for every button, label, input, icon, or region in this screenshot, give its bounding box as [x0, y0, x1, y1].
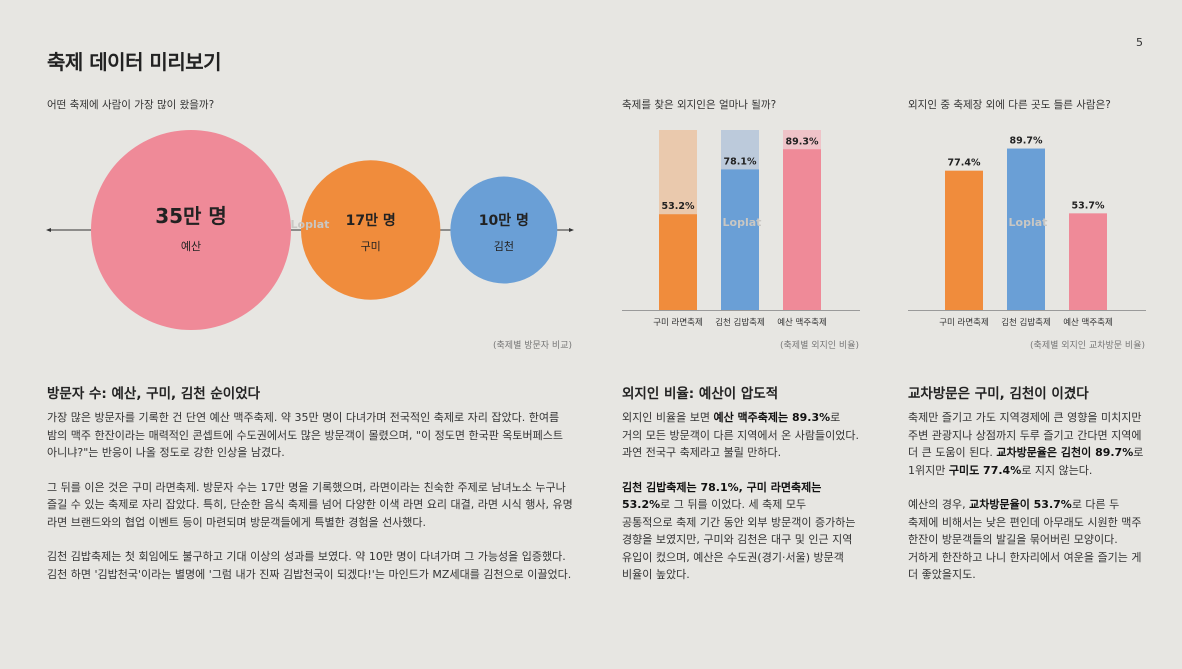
foreign-bar-3 [783, 149, 821, 310]
foreign-section-title: 외지인 비율: 예산이 압도적 [622, 386, 779, 402]
visitors-section-title: 방문자 수: 예산, 구미, 김천 순이었다 [47, 386, 261, 402]
bubble-1 [91, 130, 291, 330]
page-number: 5 [1136, 36, 1143, 49]
visitors-paragraph-3: 김천 김밥축제는 첫 회임에도 불구하고 기대 이상의 성과를 보였다. 약 1… [47, 550, 572, 581]
cross-section-body: 축제만 즐기고 가도 지역경제에 큰 영향을 미치지만 주변 관광지나 상점까지… [908, 409, 1146, 601]
cross-chart-source: (축제별 외지인 교차방문 비율) [1030, 341, 1145, 351]
cross-bar-value-label-2: 89.7% [1010, 136, 1043, 147]
visitors-paragraph-2: 그 뒤를 이은 것은 구미 라면축제. 방문자 수는 17만 명을 기록했으며,… [47, 480, 573, 529]
foreign-section-body: 외지인 비율을 보면 예산 맥주축제는 89.3%로 거의 모든 방문객이 다른… [622, 409, 860, 601]
cross-bar-3 [1069, 213, 1107, 310]
visitors-section-body: 가장 많은 방문자를 기록한 건 단연 예산 맥주축제. 약 35만 명이 다녀… [47, 409, 574, 600]
foreign-category-label-2: 김천 김밥축제 [715, 317, 765, 328]
cross-section-title: 교차방문은 구미, 김천이 이겼다 [908, 386, 1089, 402]
bubble-chart: Loplat 35만 명예산 17만 명구미 10만 명김천 [46, 130, 574, 330]
bubble-category-label-1: 예산 [181, 240, 201, 253]
foreign-category-label-3: 예산 맥주축제 [777, 317, 827, 328]
cross-bar-1 [945, 170, 983, 310]
cross-bar-chart: Loplat 77.4% 구미 라면축제 89.7% 김천 김밥축제 53.7% 예산 맥… [908, 136, 1146, 328]
cross-category-label-3: 예산 맥주축제 [1063, 317, 1113, 328]
page-title: 축제 데이터 미리보기 [47, 50, 222, 74]
bubble-axis-right-arrow [569, 228, 574, 232]
bubble-category-label-2: 구미 [361, 240, 381, 253]
foreign-paragraph-1: 외지인 비율을 보면 예산 맥주축제는 89.3%로 거의 모든 방문객이 다른… [622, 411, 859, 459]
bubble-chart-source: (축제별 방문자 비교) [493, 341, 572, 351]
foreign-chart-source: (축제별 외지인 비율) [780, 341, 859, 351]
foreign-bar-chart: Loplat 53.2% 구미 라면축제 78.1% 김천 김밥축제 89.3% 예산 맥… [622, 130, 860, 328]
bubble-watermark: Loplat [291, 218, 330, 231]
cross-watermark: Loplat [1009, 216, 1048, 229]
cross-category-label-2: 김천 김밥축제 [1001, 317, 1051, 328]
cross-chart-question: 외지인 중 축제장 외에 다른 곳도 들른 사람은? [908, 99, 1111, 111]
bubble-axis-left-arrow [46, 228, 51, 232]
cross-category-label-1: 구미 라면축제 [939, 317, 989, 328]
cross-paragraph-2: 예산의 경우, 교차방문율이 53.7%로 다른 두 축제에 비해서는 낮은 편… [908, 498, 1142, 581]
foreign-chart-question: 축제를 찾은 외지인은 얼마나 될까? [622, 99, 777, 111]
bubble-value-label-1: 35만 명 [155, 204, 227, 228]
cross-bar-value-label-3: 53.7% [1072, 200, 1105, 211]
foreign-bar-value-label-1: 53.2% [662, 201, 695, 212]
bubble-category-label-3: 김천 [494, 239, 514, 253]
bubble-chart-question: 어떤 축제에 사람이 가장 많이 왔을까? [47, 99, 215, 111]
bubble-2 [301, 160, 441, 300]
bubble-3 [450, 176, 558, 284]
bubble-value-label-3: 10만 명 [479, 212, 529, 229]
cross-bar-2 [1007, 148, 1045, 310]
foreign-bar-2 [721, 169, 759, 310]
foreign-bar-1 [659, 214, 697, 310]
visitors-paragraph-1: 가장 많은 방문자를 기록한 건 단연 예산 맥주축제. 약 35만 명이 다녀… [47, 411, 564, 459]
cross-paragraph-1: 축제만 즐기고 가도 지역경제에 큰 영향을 미치지만 주변 관광지나 상점까지… [908, 411, 1144, 477]
bubble-value-label-2: 17만 명 [346, 212, 396, 229]
foreign-watermark: Loplat [723, 216, 762, 229]
foreign-category-label-1: 구미 라면축제 [653, 317, 703, 328]
foreign-bar-value-label-2: 78.1% [724, 156, 757, 167]
foreign-bar-value-label-3: 89.3% [786, 136, 819, 147]
foreign-paragraph-2: 김천 김밥축제는 78.1%, 구미 라면축제는 53.2%로 그 뒤를 이었다… [622, 480, 856, 582]
cross-bar-value-label-1: 77.4% [948, 158, 981, 169]
